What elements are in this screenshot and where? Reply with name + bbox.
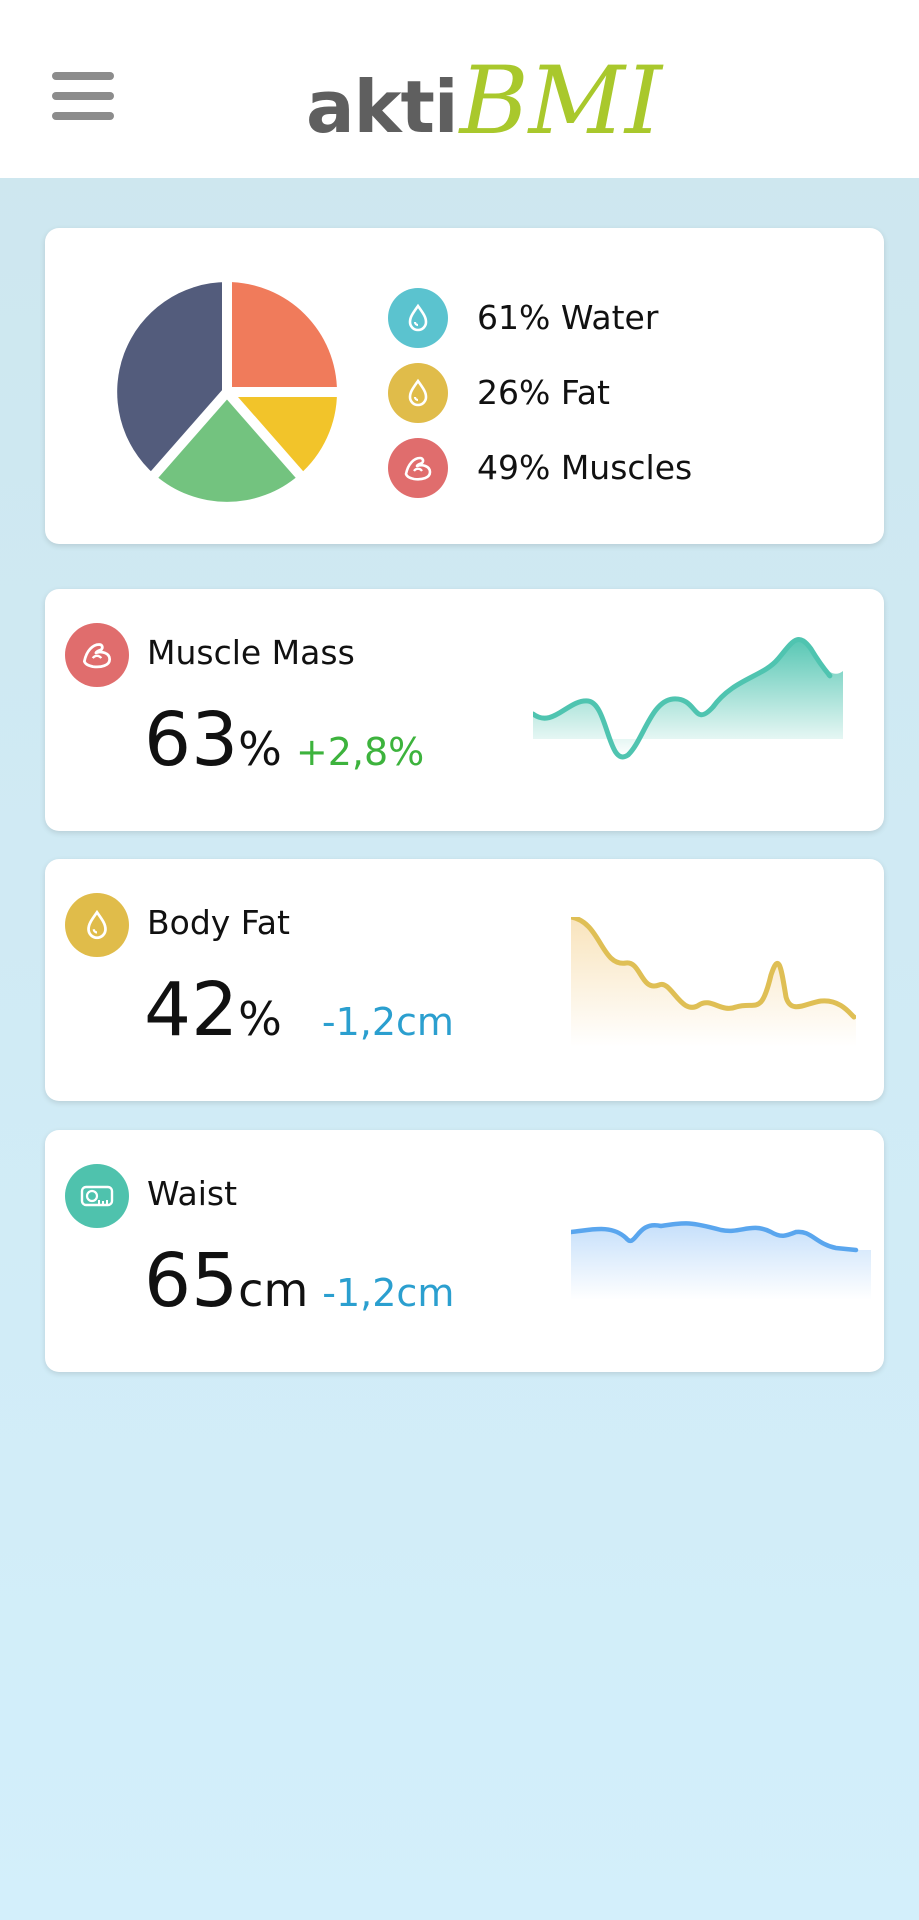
legend-item-fat: 26% Fat xyxy=(388,355,692,430)
metric-unit: % xyxy=(238,992,282,1046)
legend-item-muscles: 49% Muscles xyxy=(388,430,692,505)
muscle-icon xyxy=(388,437,448,498)
legend-label-fat: 26% Fat xyxy=(477,373,610,412)
app-logo: akti BMI xyxy=(306,50,662,150)
waist-card[interactable]: Waist 65cm -1,2cm xyxy=(45,1130,884,1372)
metric-change: +2,8% xyxy=(295,730,425,774)
tape-measure-icon xyxy=(65,1164,129,1228)
body-composition-card[interactable]: 61% Water 26% Fat 49% Muscles xyxy=(45,228,884,544)
fat-drop-icon xyxy=(65,893,129,957)
waist-sparkline xyxy=(571,1221,871,1300)
metric-value: 65cm -1,2cm xyxy=(144,1238,454,1324)
pie-slice-navy xyxy=(117,282,227,475)
composition-legend: 61% Water 26% Fat 49% Muscles xyxy=(388,280,692,505)
metric-title: Body Fat xyxy=(147,903,290,942)
pie-slice-orange xyxy=(227,282,337,392)
hamburger-menu-icon[interactable] xyxy=(52,72,114,120)
muscle-mass-sparkline xyxy=(533,637,843,760)
muscle-icon xyxy=(65,623,129,687)
metric-number: 65 xyxy=(144,1238,239,1324)
fat-drop-icon xyxy=(388,362,448,423)
metric-title: Muscle Mass xyxy=(147,633,355,672)
legend-label-muscles: 49% Muscles xyxy=(477,448,693,487)
metric-title: Waist xyxy=(147,1174,238,1213)
metric-number: 63 xyxy=(144,697,239,783)
metric-change: -1,2cm xyxy=(322,1271,455,1315)
metric-unit: % xyxy=(238,722,282,776)
metric-change: -1,2cm xyxy=(321,1000,454,1044)
metric-unit: cm xyxy=(238,1263,309,1317)
logo-text-akti: akti xyxy=(306,65,459,149)
metric-value: 42% -1,2cm xyxy=(144,967,454,1053)
pie-slice-green xyxy=(155,392,299,502)
water-drop-icon xyxy=(388,287,448,348)
legend-label-water: 61% Water xyxy=(477,298,659,337)
composition-pie-chart xyxy=(117,272,347,502)
muscle-mass-card[interactable]: Muscle Mass 63% +2,8% xyxy=(45,589,884,831)
body-fat-card[interactable]: Body Fat 42% -1,2cm xyxy=(45,859,884,1101)
metric-number: 42 xyxy=(144,967,239,1053)
pie-slice-yellow xyxy=(227,392,337,475)
metric-value: 63% +2,8% xyxy=(144,697,424,783)
legend-item-water: 61% Water xyxy=(388,280,692,355)
logo-text-bmi: BMI xyxy=(459,47,663,156)
app-header: akti BMI xyxy=(0,0,919,178)
body-fat-sparkline xyxy=(571,917,856,1047)
